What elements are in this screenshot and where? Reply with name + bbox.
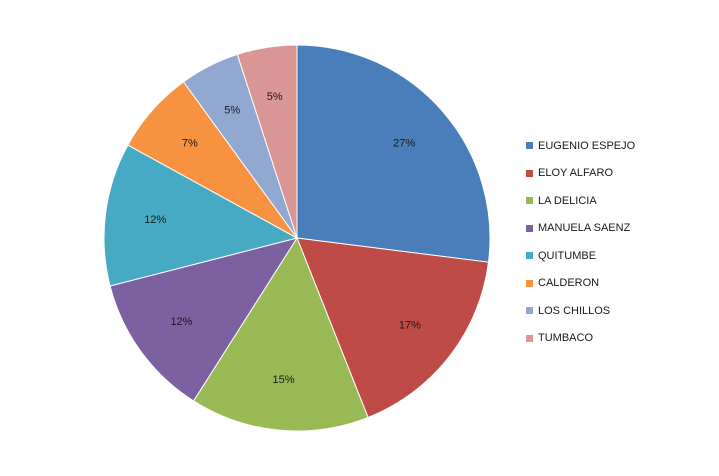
pie-slice-quitumbe	[103, 144, 299, 287]
legend-label: ELOY ALFARO	[538, 167, 614, 180]
legend-label: MANUELA SAENZ	[538, 222, 631, 235]
legend-swatch	[526, 197, 533, 205]
data-label-manuela-saenz: 12%	[170, 316, 192, 328]
legend-label: EUGENIO ESPEJO	[538, 139, 636, 152]
legend-item-eugenio-espejo: EUGENIO ESPEJO	[526, 132, 716, 160]
legend-swatch	[526, 307, 533, 315]
legend-swatch	[526, 334, 533, 342]
data-label-eugenio-espejo: 27%	[393, 138, 415, 150]
legend-item-eloy-alfaro: ELOY ALFARO	[526, 160, 716, 188]
data-label-quitumbe: 12%	[144, 214, 166, 226]
legend-swatch	[526, 224, 533, 232]
chart-legend: EUGENIO ESPEJO ELOY ALFARO LA DELICIA MANUE…	[526, 132, 716, 352]
legend-item-quitumbe: QUITUMBE	[526, 242, 716, 270]
legend-label: LOS CHILLOS	[538, 304, 611, 317]
pie-slice-la-delicia	[192, 236, 369, 432]
legend-item-manuela-saenz: MANUELA SAENZ	[526, 215, 716, 243]
legend-item-la-delicia: LA DELICIA	[526, 187, 716, 215]
legend-swatch	[526, 279, 533, 287]
legend-item-los-chillos: LOS CHILLOS	[526, 297, 716, 325]
legend-swatch	[526, 169, 533, 177]
data-label-la-delicia: 15%	[273, 374, 295, 386]
legend-item-calderon: CALDERON	[526, 270, 716, 298]
pie-slice-eloy-alfaro	[296, 237, 490, 419]
legend-swatch	[526, 252, 533, 260]
legend-label: LA DELICIA	[538, 194, 597, 207]
pie-slice-tumbaco	[236, 44, 298, 239]
legend-item-tumbaco: TUMBACO	[526, 325, 716, 353]
legend-label: QUITUMBE	[538, 249, 597, 262]
legend-label: CALDERON	[538, 277, 600, 290]
data-label-los-chillos: 5%	[224, 105, 240, 117]
pie-slice-manuela-saenz	[109, 237, 299, 402]
data-label-calderon: 7%	[182, 138, 198, 150]
legend-swatch	[526, 142, 533, 150]
data-label-tumbaco: 5%	[267, 91, 283, 103]
legend-label: TUMBACO	[538, 332, 593, 345]
pie-slice-eugenio-espejo	[296, 44, 491, 263]
data-label-eloy-alfaro: 17%	[399, 320, 421, 332]
